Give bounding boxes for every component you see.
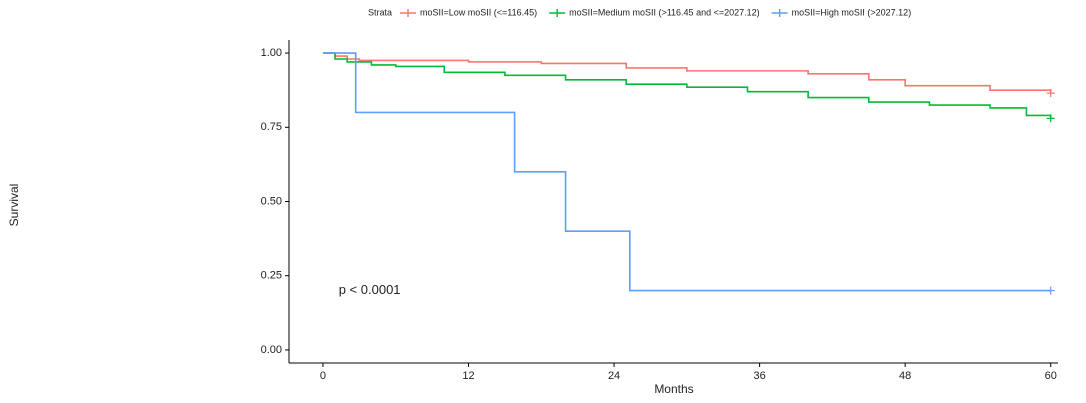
legend-title: Strata xyxy=(368,7,392,17)
x-tick-label: 60 xyxy=(1045,370,1057,382)
survival-curve xyxy=(322,52,1052,94)
annotation: p < 0.0001 xyxy=(339,282,401,297)
x-axis-title: Months xyxy=(654,382,693,396)
censor-mark xyxy=(1046,89,1055,98)
survival-curve xyxy=(322,52,1052,119)
y-tick-label: 1.00 xyxy=(261,47,282,59)
y-tick-label: 0.00 xyxy=(261,344,282,356)
legend-label: moSII=High moSII (>2027.12) xyxy=(792,7,912,17)
y-axis-title: Survival xyxy=(7,184,21,227)
x-tick-label: 36 xyxy=(753,370,765,382)
censor-mark xyxy=(1046,114,1055,123)
legend-key xyxy=(400,9,417,17)
y-tick-label: 0.75 xyxy=(261,121,282,133)
legend-label: moSII=Low moSII (<=116.45) xyxy=(420,7,537,17)
x-tick-label: 12 xyxy=(462,370,474,382)
x-tick-label: 0 xyxy=(320,370,326,382)
legend-key xyxy=(771,9,788,17)
x-tick-label: 24 xyxy=(608,370,620,382)
legend-label: moSII=Medium moSII (>116.45 and <=2027.1… xyxy=(569,7,759,17)
y-tick-label: 0.50 xyxy=(261,195,282,207)
survival-curve xyxy=(322,52,1051,292)
censor-mark xyxy=(1046,286,1055,295)
legend-key xyxy=(549,9,566,17)
y-tick-label: 0.25 xyxy=(261,270,282,282)
x-tick-label: 48 xyxy=(899,370,911,382)
